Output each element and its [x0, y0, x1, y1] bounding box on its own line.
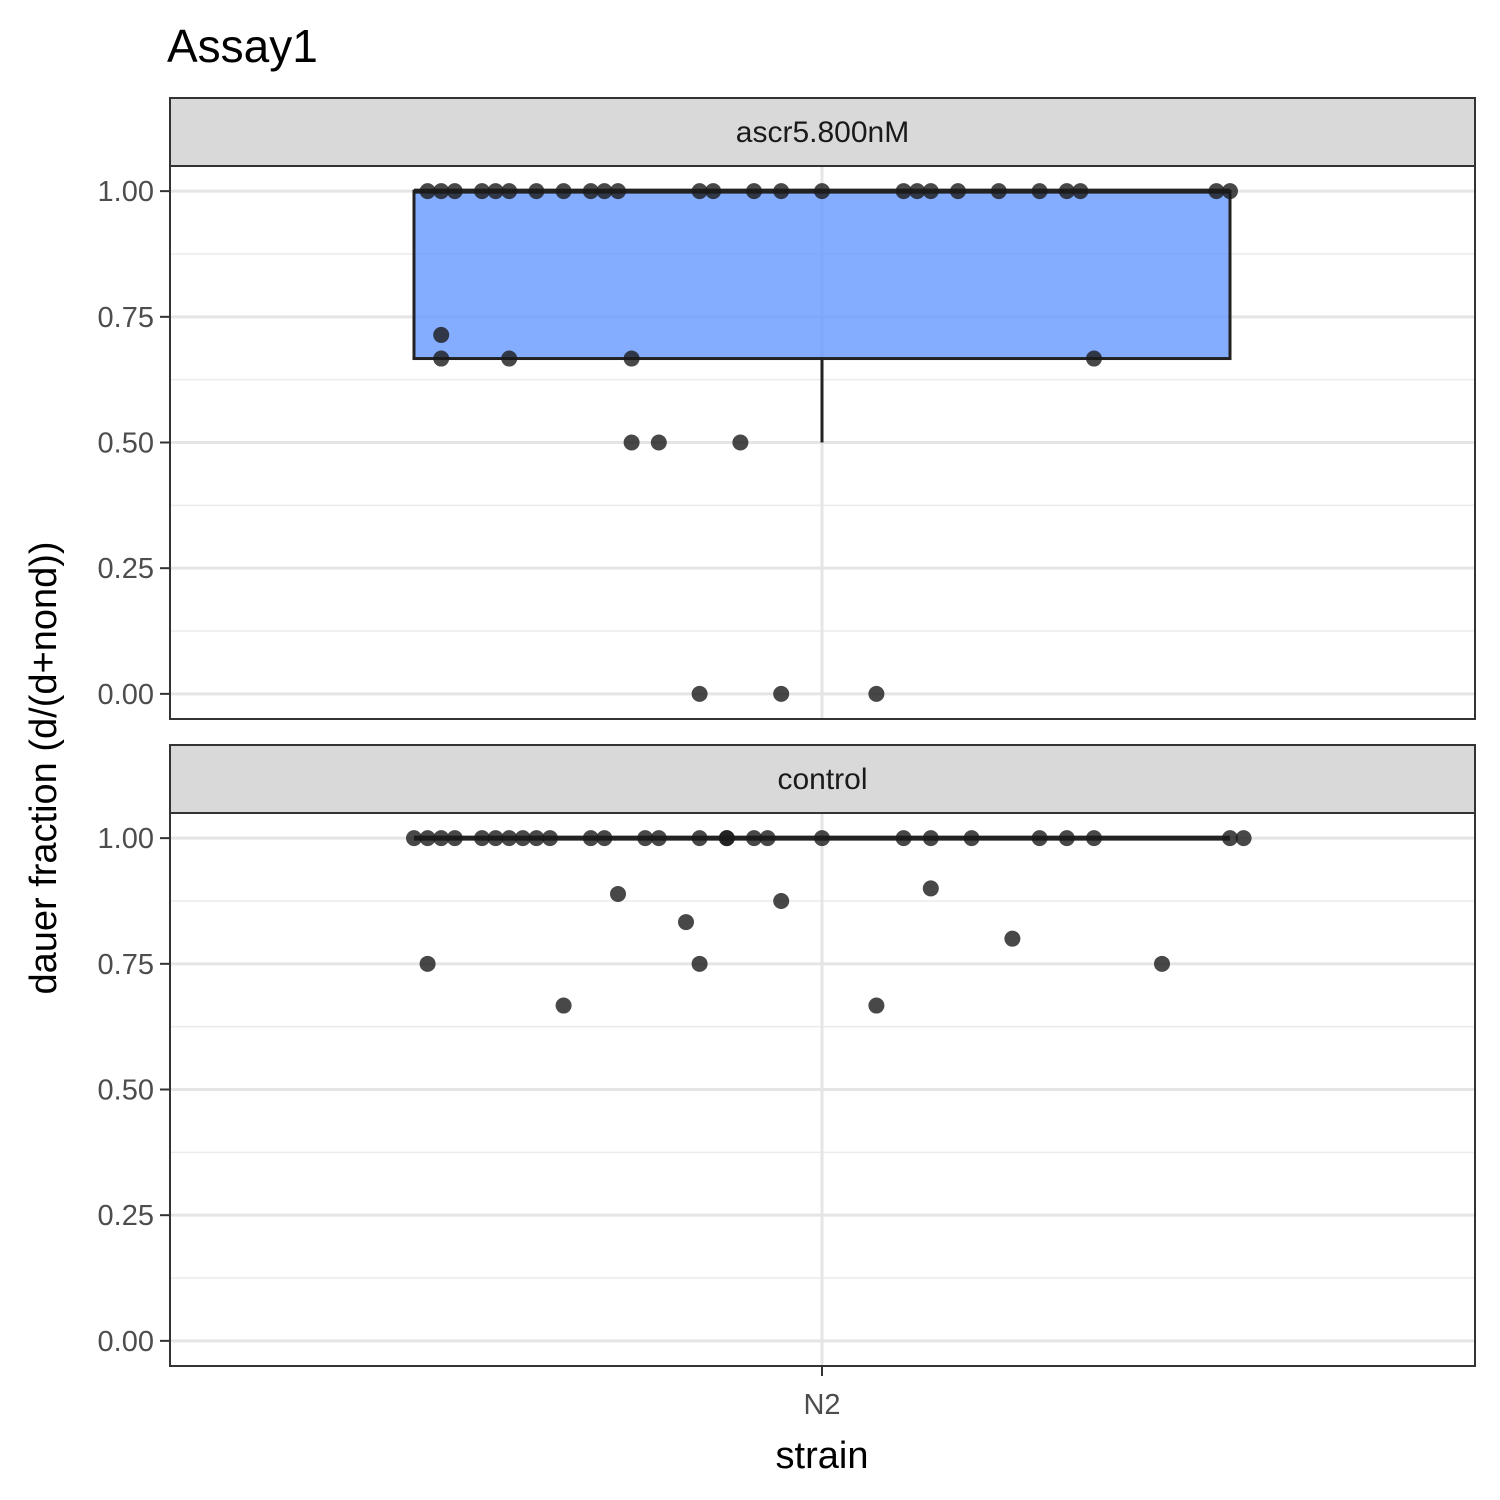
data-point — [487, 830, 504, 847]
data-point — [433, 350, 450, 367]
data-point — [746, 830, 762, 847]
data-point — [691, 183, 708, 200]
y-tick-label: 0.25 — [98, 1200, 154, 1232]
data-point — [514, 830, 531, 847]
data-point — [950, 183, 966, 200]
data-point — [419, 183, 436, 200]
y-tick-label: 0.75 — [98, 302, 154, 334]
data-point — [773, 183, 790, 200]
data-point — [582, 830, 599, 847]
data-point — [705, 183, 722, 200]
data-point — [990, 183, 1007, 200]
data-point — [433, 326, 450, 343]
data-point — [773, 685, 790, 702]
data-point — [1058, 830, 1075, 847]
data-point — [814, 183, 830, 200]
data-point — [678, 914, 694, 931]
data-point — [691, 830, 708, 847]
data-point — [759, 830, 776, 847]
data-point — [868, 685, 885, 702]
x-tick-label: N2 — [803, 1389, 840, 1421]
y-tick-label: 1.00 — [98, 176, 154, 208]
data-point — [1154, 955, 1170, 972]
data-point — [1031, 183, 1048, 200]
data-point — [596, 183, 613, 200]
data-point — [1072, 183, 1089, 200]
y-axis-title: dauer fraction (d/(d+nond)) — [23, 541, 65, 994]
chart-title: Assay1 — [167, 20, 318, 72]
data-point — [406, 830, 422, 847]
facet-panel-control: control 0.00 0.25 0.50 0.75 1.00 N2 — [98, 744, 1476, 1421]
box — [412, 189, 1232, 361]
data-point — [922, 183, 939, 200]
data-point — [1222, 183, 1238, 200]
data-point — [746, 183, 762, 200]
data-point — [610, 183, 626, 200]
data-point — [528, 183, 545, 200]
data-point — [691, 955, 708, 972]
data-point — [446, 830, 463, 847]
facet-panel-ascr5.800nM: ascr5.800nM 0.00 0.25 0.50 0.75 1.00 — [98, 97, 1476, 720]
data-point — [419, 830, 436, 847]
data-point — [1004, 930, 1021, 947]
data-point — [814, 830, 830, 847]
data-point — [650, 830, 667, 847]
data-point — [501, 183, 518, 200]
data-point — [555, 997, 572, 1014]
y-tick-label: 0.50 — [98, 428, 154, 460]
data-point — [895, 183, 912, 200]
panel-border — [169, 165, 1476, 720]
facet-strip — [169, 744, 1476, 814]
data-point — [474, 183, 490, 200]
data-point — [637, 830, 654, 847]
data-point — [474, 830, 490, 847]
data-point — [1222, 830, 1238, 847]
data-point — [487, 183, 504, 200]
data-point — [610, 885, 626, 902]
data-point — [1031, 830, 1048, 847]
data-point — [895, 830, 912, 847]
data-point — [596, 830, 613, 847]
data-point — [922, 880, 939, 897]
data-point — [718, 830, 735, 847]
data-point — [868, 997, 885, 1014]
data-point — [446, 183, 463, 200]
y-tick-label: 0.25 — [98, 553, 154, 585]
data-point — [1058, 183, 1075, 200]
data-point — [419, 955, 436, 972]
facet-strip-label: control — [777, 763, 867, 796]
data-point — [1086, 830, 1102, 847]
facet-panels: ascr5.800nM 0.00 0.25 0.50 0.75 1.00 control 0.… — [98, 97, 1476, 1421]
data-point — [963, 830, 980, 847]
data-point — [1086, 350, 1102, 367]
data-point — [582, 183, 599, 200]
data-point — [501, 350, 518, 367]
facet-strip — [169, 97, 1476, 167]
data-point — [1208, 183, 1225, 200]
data-point — [623, 350, 640, 367]
data-point — [528, 830, 545, 847]
data-point — [732, 434, 749, 451]
facet-strip-label: ascr5.800nM — [736, 116, 909, 149]
data-point — [909, 183, 926, 200]
data-point — [650, 434, 667, 451]
data-point — [623, 434, 640, 451]
y-tick-label: 0.75 — [98, 949, 154, 981]
data-point — [922, 830, 939, 847]
x-axis-title: strain — [776, 1435, 869, 1477]
data-point — [773, 892, 790, 909]
data-point — [542, 830, 558, 847]
y-tick-label: 0.50 — [98, 1075, 154, 1107]
data-point — [691, 685, 708, 702]
y-tick-label: 0.00 — [98, 679, 154, 711]
y-tick-label: 1.00 — [98, 823, 154, 855]
data-point — [1235, 830, 1252, 847]
y-tick-label: 0.00 — [98, 1326, 154, 1358]
data-point — [555, 183, 572, 200]
data-point — [433, 183, 450, 200]
data-point — [433, 830, 450, 847]
data-point — [501, 830, 518, 847]
